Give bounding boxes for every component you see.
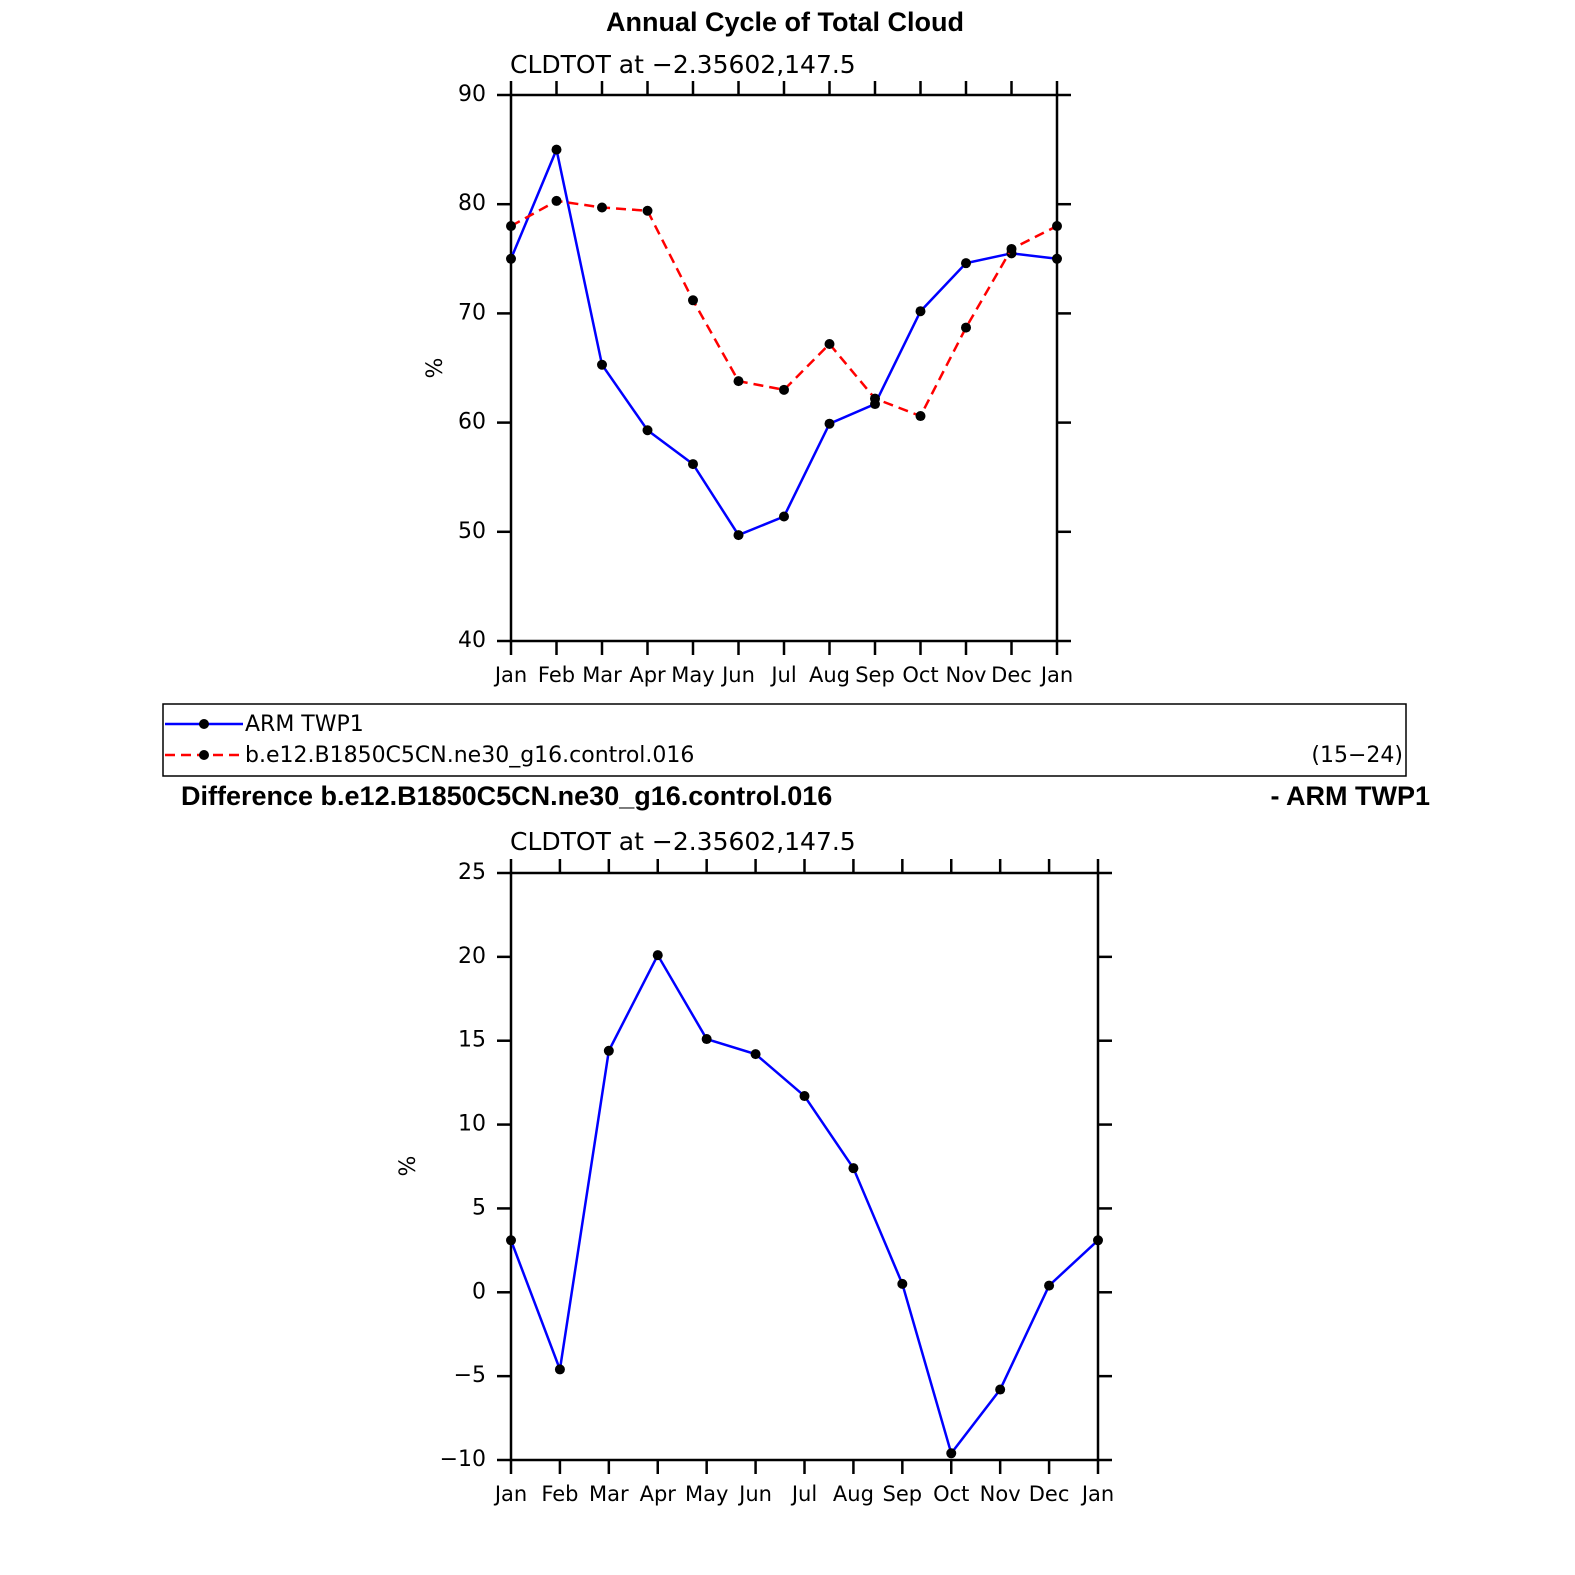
y-tick-label: 10 bbox=[458, 1112, 486, 1137]
data-point bbox=[915, 306, 926, 317]
data-point bbox=[701, 1034, 712, 1045]
data-point bbox=[870, 393, 880, 404]
y-tick-label: −10 bbox=[440, 1447, 486, 1472]
data-point bbox=[652, 950, 663, 961]
legend-label: ARM TWP1 bbox=[245, 712, 364, 737]
data-point bbox=[733, 376, 744, 387]
data-point bbox=[603, 1045, 614, 1056]
chart-title: Annual Cycle of Total Cloud bbox=[606, 7, 964, 37]
chart-title: Difference b.e12.B1850C5CN.ne30_g16.cont… bbox=[181, 781, 832, 811]
data-point bbox=[779, 384, 789, 395]
plot-frame bbox=[509, 871, 1100, 1462]
plot-frame bbox=[509, 93, 1059, 643]
data-point bbox=[961, 258, 971, 269]
legend-box bbox=[162, 703, 1407, 777]
data-point bbox=[1052, 253, 1062, 264]
chart-title-right: - ARM TWP1 bbox=[1271, 781, 1430, 811]
x-tick-label: Sep bbox=[883, 1482, 923, 1506]
data-point bbox=[733, 530, 744, 541]
y-tick-label: 60 bbox=[458, 410, 486, 435]
data-point bbox=[506, 1235, 516, 1246]
data-point bbox=[824, 418, 835, 429]
y-tick-label: 50 bbox=[458, 519, 486, 544]
x-tick-label: May bbox=[671, 663, 714, 687]
x-tick-label: Sep bbox=[855, 663, 895, 687]
data-point bbox=[506, 253, 516, 264]
data-point bbox=[506, 221, 516, 232]
x-tick-label: Nov bbox=[980, 1482, 1021, 1506]
legend-label: b.e12.B1850C5CN.ne30_g16.control.016 bbox=[245, 743, 694, 768]
data-point bbox=[551, 195, 562, 206]
y-tick-label: 20 bbox=[458, 944, 486, 969]
y-tick-label: 25 bbox=[458, 860, 486, 885]
data-point bbox=[1006, 243, 1017, 254]
x-tick-label: Dec bbox=[1029, 1482, 1070, 1506]
x-tick-label: Mar bbox=[582, 663, 622, 687]
x-tick-label: Jan bbox=[1039, 663, 1073, 687]
y-tick-label: 5 bbox=[472, 1195, 486, 1220]
x-tick-label: Dec bbox=[991, 663, 1032, 687]
data-point bbox=[1052, 221, 1062, 232]
legend-marker bbox=[199, 750, 209, 760]
x-tick-label: Feb bbox=[538, 663, 575, 687]
y-tick-label: 0 bbox=[472, 1279, 486, 1304]
data-point bbox=[897, 1278, 908, 1289]
data-point bbox=[1093, 1235, 1103, 1246]
data-point bbox=[554, 1364, 565, 1375]
y-tick-label: 40 bbox=[458, 628, 486, 653]
x-tick-label: Mar bbox=[589, 1482, 629, 1506]
x-tick-label: Apr bbox=[640, 1482, 677, 1506]
data-point bbox=[551, 144, 562, 155]
data-point bbox=[1044, 1280, 1055, 1291]
y-axis-label: % bbox=[423, 358, 448, 379]
x-tick-label: Jan bbox=[493, 663, 527, 687]
data-point bbox=[597, 202, 607, 213]
x-tick-label: Nov bbox=[946, 663, 987, 687]
x-tick-label: Jun bbox=[737, 1482, 772, 1506]
data-point bbox=[946, 1448, 957, 1459]
x-tick-label: Oct bbox=[902, 663, 938, 687]
x-tick-label: Oct bbox=[933, 1482, 969, 1506]
x-tick-label: Aug bbox=[833, 1482, 874, 1506]
data-point bbox=[779, 511, 789, 522]
data-point bbox=[597, 359, 607, 370]
legend-note: (15−24) bbox=[1311, 743, 1403, 768]
x-tick-label: Aug bbox=[809, 663, 850, 687]
data-point bbox=[961, 322, 971, 333]
chart-subtitle: CLDTOT at −2.35602,147.5 bbox=[510, 50, 856, 79]
y-tick-label: 90 bbox=[458, 82, 486, 107]
data-point bbox=[688, 459, 698, 470]
data-point bbox=[995, 1384, 1006, 1395]
x-tick-label: Jul bbox=[769, 663, 796, 687]
data-point bbox=[750, 1049, 761, 1060]
chart-subtitle: CLDTOT at −2.35602,147.5 bbox=[510, 827, 856, 856]
x-tick-label: Jan bbox=[1080, 1482, 1114, 1506]
x-tick-label: Jul bbox=[790, 1482, 817, 1506]
y-tick-label: −5 bbox=[454, 1363, 486, 1388]
x-tick-label: Apr bbox=[629, 663, 666, 687]
x-tick-label: Jun bbox=[720, 663, 755, 687]
x-tick-label: Feb bbox=[541, 1482, 578, 1506]
data-point bbox=[915, 411, 926, 422]
x-tick-label: Jan bbox=[493, 1482, 527, 1506]
data-point bbox=[799, 1091, 810, 1102]
data-point bbox=[642, 205, 653, 216]
y-tick-label: 15 bbox=[458, 1028, 486, 1053]
y-axis-label: % bbox=[396, 1156, 421, 1177]
series-line bbox=[510, 199, 1058, 418]
data-point bbox=[688, 295, 698, 306]
x-tick-label: May bbox=[685, 1482, 728, 1506]
y-tick-label: 70 bbox=[458, 300, 486, 325]
y-tick-label: 80 bbox=[458, 191, 486, 216]
data-point bbox=[642, 425, 653, 436]
legend-marker bbox=[199, 719, 209, 729]
series-line bbox=[509, 952, 1099, 1457]
data-point bbox=[848, 1163, 859, 1174]
data-point bbox=[824, 338, 835, 349]
